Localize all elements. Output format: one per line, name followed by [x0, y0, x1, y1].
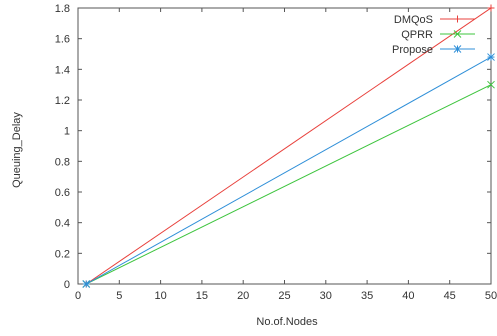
series-line-dmqos — [85, 8, 491, 284]
x-tick-label: 5 — [116, 290, 122, 302]
data-point-propose — [487, 53, 495, 61]
x-tick-label: 15 — [196, 290, 208, 302]
legend: DMQoS QPRR Propose — [392, 14, 475, 56]
x-tick-label: 45 — [444, 290, 456, 302]
y-tick-label: 0.8 — [55, 156, 70, 168]
y-tick-label: 0 — [64, 279, 70, 291]
x-tick-label: 0 — [75, 290, 81, 302]
legend-marker-propose — [453, 45, 462, 53]
x-tick-label: 20 — [237, 290, 249, 302]
series-line-qprr — [86, 84, 491, 284]
x-tick-label: 50 — [485, 290, 497, 302]
y-tick-label: 0.2 — [55, 248, 70, 260]
y-axis-label: Queuing_Delay — [11, 112, 23, 188]
data-point-qprr — [487, 80, 495, 89]
legend-marker-dmqos — [454, 15, 461, 23]
x-tick-label: 10 — [154, 290, 166, 302]
y-tick-label: 1.6 — [55, 34, 70, 46]
ticks: 0 5 10 15 20 25 30 35 40 45 50 0 0.2 0.4 0.6 0.8 1 1.2 1.4… — [55, 3, 497, 302]
legend-label-dmqos: DMQoS — [394, 14, 433, 26]
data-point-propose — [82, 280, 91, 288]
y-tick-label: 1.8 — [55, 3, 70, 15]
x-axis-label: No.of.Nodes — [256, 316, 318, 328]
series-line-propose — [86, 56, 491, 284]
y-tick-label: 1.2 — [55, 95, 70, 107]
x-tick-label: 35 — [361, 290, 373, 302]
x-tick-label: 30 — [320, 290, 332, 302]
data-point-dmqos — [487, 4, 495, 12]
x-tick-label: 25 — [278, 290, 290, 302]
legend-label-propose: Propose — [392, 44, 433, 56]
y-tick-label: 1 — [64, 126, 70, 138]
y-tick-label: 1.4 — [55, 64, 70, 76]
y-tick-label: 0.4 — [55, 218, 70, 230]
y-tick-label: 0.6 — [55, 187, 70, 199]
legend-marker-qprr — [453, 30, 462, 38]
legend-label-qprr: QPRR — [401, 29, 433, 41]
x-tick-label: 40 — [402, 290, 414, 302]
series-lines — [82, 4, 495, 288]
